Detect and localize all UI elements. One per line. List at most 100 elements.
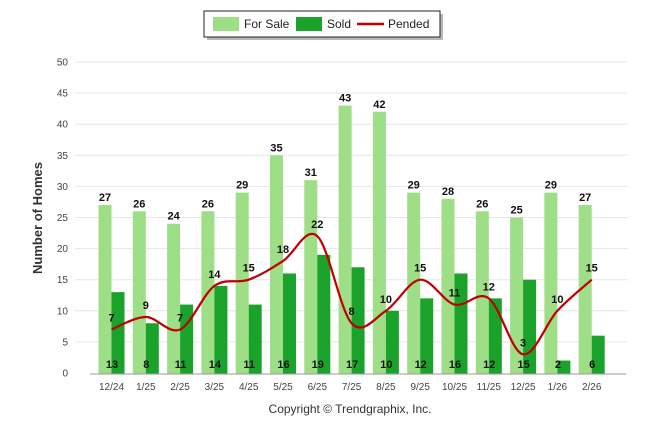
label-pended-12/25: 3 <box>520 337 526 349</box>
bar-sold-2/26 <box>591 335 605 374</box>
bars <box>98 105 605 374</box>
y-tick-label-15: 15 <box>57 275 69 286</box>
x-tick-label-12/25: 12/25 <box>511 382 536 393</box>
bar-sold-5/25 <box>283 273 296 374</box>
y-tick-label-50: 50 <box>57 58 69 69</box>
x-tick-label-6/25: 6/25 <box>308 382 328 393</box>
label-sold-6/25: 19 <box>312 359 324 371</box>
bar-for-sale-2/25 <box>167 223 181 374</box>
label-for-sale-2/26: 27 <box>579 192 591 204</box>
x-tick-label-11/25: 11/25 <box>477 382 502 393</box>
label-for-sale-7/25: 43 <box>339 93 351 105</box>
label-pended-11/25: 12 <box>483 281 495 293</box>
bar-sold-1/26 <box>557 360 571 374</box>
bar-sold-4/25 <box>248 304 262 374</box>
label-pended-1/26: 10 <box>551 294 563 306</box>
legend: For Sale Sold Pended <box>203 10 443 40</box>
label-for-sale-6/25: 31 <box>305 167 317 179</box>
x-tick-label-7/25: 7/25 <box>342 382 362 393</box>
bar-sold-3/25 <box>214 285 228 374</box>
legend-swatch-for-sale <box>213 17 239 31</box>
label-sold-2/26: 6 <box>589 359 595 371</box>
label-pended-10/25: 11 <box>449 288 461 300</box>
bar-for-sale-1/25 <box>132 211 146 374</box>
bar-sold-7/25 <box>351 267 365 374</box>
label-for-sale-8/25: 42 <box>373 99 385 111</box>
label-pended-12/24: 7 <box>108 312 114 324</box>
y-tick-label-0: 0 <box>62 369 68 380</box>
x-tick-label-1/25: 1/25 <box>136 382 156 393</box>
y-tick-label-45: 45 <box>57 89 69 100</box>
y-tick-label-35: 35 <box>57 151 69 162</box>
label-pended-7/25: 8 <box>349 306 355 318</box>
bar-sold-11/25 <box>488 298 502 374</box>
bar-for-sale-11/25 <box>475 211 489 374</box>
label-for-sale-4/25: 29 <box>236 180 248 192</box>
label-pended-4/25: 15 <box>243 263 255 275</box>
label-sold-1/26: 2 <box>555 359 561 371</box>
y-tick-label-40: 40 <box>57 120 69 131</box>
label-pended-2/25: 7 <box>177 312 183 324</box>
label-sold-4/25: 11 <box>243 359 255 371</box>
bar-for-sale-6/25 <box>304 180 318 374</box>
bar-for-sale-4/25 <box>235 192 249 374</box>
label-pended-6/25: 22 <box>311 219 323 231</box>
label-sold-12/24: 13 <box>106 359 118 371</box>
bar-sold-1/25 <box>145 323 159 374</box>
bar-for-sale-10/25 <box>441 198 455 374</box>
y-tick-label-30: 30 <box>57 182 69 193</box>
x-tick-label-5/25: 5/25 <box>273 382 293 393</box>
data-labels: 2713268241126142911351631194317421029122… <box>99 93 598 371</box>
bar-sold-9/25 <box>420 298 434 374</box>
label-pended-8/25: 10 <box>380 294 392 306</box>
label-sold-8/25: 10 <box>380 359 392 371</box>
axes: 0 5 10 15 20 25 30 35 40 45 50 12/24 1/25 2/25 3/25 4/2… <box>57 58 626 393</box>
x-tick-label-10/25: 10/25 <box>442 382 467 393</box>
bar-for-sale-1/26 <box>544 192 558 374</box>
label-for-sale-1/25: 26 <box>133 198 145 210</box>
x-tick-label-2/25: 2/25 <box>170 382 190 393</box>
label-sold-3/25: 14 <box>209 359 222 371</box>
y-axis-title: Number of Homes <box>30 162 45 274</box>
label-for-sale-12/25: 25 <box>510 205 522 217</box>
legend-swatch-sold <box>296 17 322 31</box>
bar-for-sale-7/25 <box>338 105 352 374</box>
legend-label-sold: Sold <box>327 17 351 31</box>
x-tick-label-2/26: 2/26 <box>582 382 602 393</box>
label-for-sale-9/25: 29 <box>408 180 420 192</box>
bar-for-sale-2/26 <box>578 205 592 374</box>
label-for-sale-11/25: 26 <box>476 198 488 210</box>
label-pended-3/25: 14 <box>208 269 221 281</box>
y-tick-label-5: 5 <box>62 337 68 348</box>
label-pended-2/26: 15 <box>586 263 598 275</box>
label-sold-9/25: 12 <box>415 359 427 371</box>
label-sold-11/25: 12 <box>483 359 495 371</box>
label-for-sale-10/25: 28 <box>442 186 454 198</box>
label-pended-9/25: 15 <box>414 263 426 275</box>
legend-label-for-sale: For Sale <box>244 17 290 31</box>
x-tick-label-1/26: 1/26 <box>548 382 568 393</box>
bar-sold-6/25 <box>317 254 331 374</box>
label-pended-1/25: 9 <box>143 300 149 312</box>
bar-sold-8/25 <box>385 310 399 374</box>
pended-line <box>111 232 593 356</box>
bar-sold-10/25 <box>454 273 468 374</box>
x-tick-label-12/24: 12/24 <box>99 382 124 393</box>
bar-sold-2/25 <box>180 304 194 374</box>
label-for-sale-1/26: 29 <box>545 180 557 192</box>
bar-for-sale-8/25 <box>372 111 386 374</box>
label-sold-5/25: 16 <box>277 359 289 371</box>
label-for-sale-3/25: 26 <box>202 198 214 210</box>
x-tick-label-8/25: 8/25 <box>376 382 396 393</box>
bar-for-sale-12/25 <box>510 217 524 374</box>
x-tick-label-4/25: 4/25 <box>239 382 259 393</box>
legend-label-pended: Pended <box>388 17 429 31</box>
bar-sold-12/24 <box>111 292 125 374</box>
y-tick-label-25: 25 <box>57 213 69 224</box>
label-sold-10/25: 16 <box>449 359 461 371</box>
y-tick-label-20: 20 <box>57 244 69 255</box>
x-tick-label-3/25: 3/25 <box>205 382 225 393</box>
x-tick-label-9/25: 9/25 <box>410 382 430 393</box>
label-for-sale-5/25: 35 <box>270 142 282 154</box>
bar-for-sale-12/24 <box>98 205 112 374</box>
